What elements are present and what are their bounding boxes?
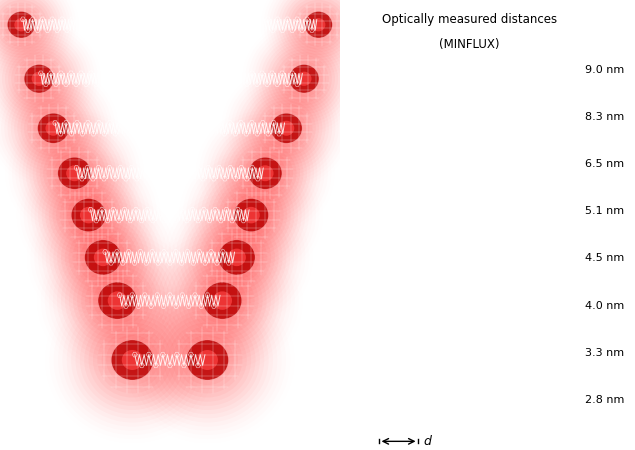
Ellipse shape bbox=[310, 17, 327, 33]
Ellipse shape bbox=[105, 289, 130, 312]
Ellipse shape bbox=[225, 247, 248, 268]
Ellipse shape bbox=[114, 297, 121, 305]
Ellipse shape bbox=[298, 73, 311, 85]
Text: $d$: $d$ bbox=[423, 434, 433, 448]
Ellipse shape bbox=[33, 73, 45, 85]
Ellipse shape bbox=[36, 76, 42, 82]
Ellipse shape bbox=[99, 254, 107, 261]
Ellipse shape bbox=[47, 122, 60, 135]
Ellipse shape bbox=[243, 207, 260, 223]
Ellipse shape bbox=[283, 125, 290, 131]
Ellipse shape bbox=[233, 254, 241, 261]
Text: 6.5 nm: 6.5 nm bbox=[585, 159, 624, 169]
Ellipse shape bbox=[316, 22, 321, 27]
Ellipse shape bbox=[77, 205, 100, 225]
Ellipse shape bbox=[37, 113, 69, 143]
Ellipse shape bbox=[46, 121, 61, 136]
Ellipse shape bbox=[203, 356, 212, 364]
Ellipse shape bbox=[32, 72, 46, 86]
Ellipse shape bbox=[91, 247, 114, 268]
Ellipse shape bbox=[199, 351, 216, 369]
Ellipse shape bbox=[255, 163, 276, 183]
Ellipse shape bbox=[187, 340, 229, 380]
Text: Optically measured distances: Optically measured distances bbox=[382, 14, 557, 27]
Ellipse shape bbox=[15, 18, 28, 32]
Ellipse shape bbox=[80, 207, 97, 223]
Ellipse shape bbox=[71, 170, 78, 176]
Ellipse shape bbox=[257, 165, 274, 181]
Text: 8.3 nm: 8.3 nm bbox=[585, 112, 624, 122]
Ellipse shape bbox=[44, 119, 63, 138]
Ellipse shape bbox=[312, 19, 324, 30]
Ellipse shape bbox=[262, 170, 269, 176]
Ellipse shape bbox=[258, 166, 272, 180]
Ellipse shape bbox=[8, 12, 35, 38]
Ellipse shape bbox=[234, 198, 269, 232]
Ellipse shape bbox=[213, 291, 232, 310]
Ellipse shape bbox=[248, 158, 282, 189]
Ellipse shape bbox=[58, 158, 91, 189]
Ellipse shape bbox=[277, 119, 296, 138]
Ellipse shape bbox=[119, 347, 145, 373]
Ellipse shape bbox=[248, 212, 255, 219]
Text: 4.5 nm: 4.5 nm bbox=[585, 253, 624, 263]
Text: 3.3 nm: 3.3 nm bbox=[585, 347, 624, 358]
Ellipse shape bbox=[203, 282, 242, 319]
Ellipse shape bbox=[128, 356, 137, 364]
Ellipse shape bbox=[289, 64, 319, 93]
Ellipse shape bbox=[30, 70, 48, 88]
Ellipse shape bbox=[13, 17, 30, 33]
Ellipse shape bbox=[24, 64, 54, 93]
Ellipse shape bbox=[297, 72, 312, 86]
Text: 2.8 nm: 2.8 nm bbox=[585, 395, 624, 405]
Ellipse shape bbox=[50, 125, 57, 131]
Ellipse shape bbox=[95, 250, 110, 265]
Ellipse shape bbox=[15, 19, 27, 30]
Ellipse shape bbox=[18, 22, 24, 27]
Ellipse shape bbox=[108, 291, 127, 310]
Ellipse shape bbox=[66, 165, 83, 181]
Ellipse shape bbox=[67, 166, 81, 180]
Ellipse shape bbox=[218, 240, 255, 275]
Ellipse shape bbox=[85, 212, 92, 219]
Ellipse shape bbox=[218, 297, 226, 305]
Ellipse shape bbox=[244, 208, 258, 222]
Ellipse shape bbox=[81, 208, 96, 222]
Ellipse shape bbox=[271, 113, 302, 143]
Ellipse shape bbox=[122, 350, 143, 370]
Text: (MINFLUX): (MINFLUX) bbox=[439, 38, 500, 51]
Ellipse shape bbox=[197, 350, 218, 370]
Ellipse shape bbox=[84, 240, 121, 275]
Ellipse shape bbox=[280, 122, 293, 135]
Text: 5.1 nm: 5.1 nm bbox=[585, 207, 624, 216]
Ellipse shape bbox=[64, 163, 85, 183]
Ellipse shape bbox=[109, 293, 126, 308]
Ellipse shape bbox=[124, 351, 141, 369]
Ellipse shape bbox=[227, 249, 246, 266]
Ellipse shape bbox=[210, 289, 234, 312]
Ellipse shape bbox=[295, 70, 313, 88]
Text: 4.0 nm: 4.0 nm bbox=[585, 301, 624, 310]
Ellipse shape bbox=[229, 250, 244, 265]
Text: 9.0 nm: 9.0 nm bbox=[585, 65, 624, 75]
Ellipse shape bbox=[71, 198, 106, 232]
Ellipse shape bbox=[240, 205, 262, 225]
Ellipse shape bbox=[94, 249, 112, 266]
Ellipse shape bbox=[279, 121, 294, 136]
Ellipse shape bbox=[214, 293, 231, 308]
Ellipse shape bbox=[312, 18, 325, 32]
Ellipse shape bbox=[98, 282, 137, 319]
Ellipse shape bbox=[194, 347, 220, 373]
Ellipse shape bbox=[111, 340, 153, 380]
Ellipse shape bbox=[305, 12, 332, 38]
Ellipse shape bbox=[301, 76, 307, 82]
